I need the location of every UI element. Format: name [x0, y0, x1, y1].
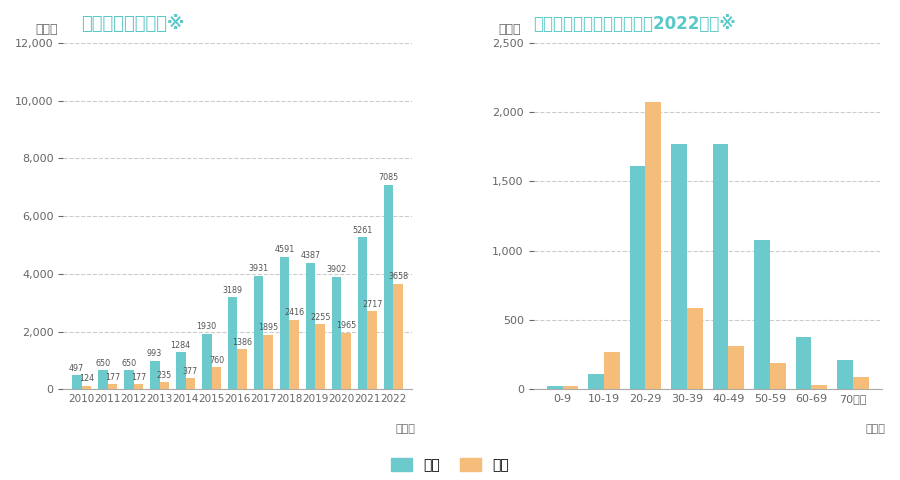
Bar — [306, 263, 316, 389]
Bar — [212, 367, 221, 389]
Bar — [316, 324, 325, 389]
Text: 1284: 1284 — [170, 341, 191, 350]
Bar — [383, 185, 393, 389]
Bar — [645, 102, 662, 389]
Bar — [82, 385, 92, 389]
Bar — [728, 346, 744, 389]
Text: 760: 760 — [209, 356, 224, 365]
Text: 177: 177 — [104, 373, 120, 382]
Text: 1930: 1930 — [196, 322, 217, 331]
Bar — [671, 144, 687, 389]
Bar — [98, 371, 107, 389]
Bar — [280, 257, 290, 389]
Text: 3189: 3189 — [222, 286, 243, 295]
Text: （年）: （年） — [395, 424, 415, 434]
Text: （件）: （件） — [35, 23, 58, 36]
Text: 1965: 1965 — [337, 321, 356, 330]
Text: 年代別にみた梅毒報告数（2022年）※: 年代別にみた梅毒報告数（2022年）※ — [534, 15, 736, 33]
Bar — [589, 374, 604, 389]
Text: 235: 235 — [157, 371, 172, 380]
Bar — [159, 383, 169, 389]
Text: 7085: 7085 — [378, 173, 399, 182]
Text: （歳）: （歳） — [866, 424, 886, 434]
Bar — [264, 335, 274, 389]
Bar — [238, 349, 248, 389]
Bar — [72, 375, 82, 389]
Text: 993: 993 — [147, 349, 162, 358]
Text: 177: 177 — [130, 373, 146, 382]
Bar — [331, 276, 341, 389]
Text: 1386: 1386 — [232, 338, 252, 347]
Bar — [367, 311, 377, 389]
Bar — [837, 360, 853, 389]
Bar — [393, 284, 403, 389]
Text: 377: 377 — [183, 367, 198, 376]
Text: 497: 497 — [69, 363, 85, 372]
Text: 1895: 1895 — [258, 323, 278, 332]
Text: 3658: 3658 — [388, 272, 409, 281]
Bar — [149, 360, 159, 389]
Text: 2255: 2255 — [310, 313, 330, 322]
Bar — [123, 371, 133, 389]
Text: 5261: 5261 — [353, 226, 373, 235]
Bar — [357, 238, 367, 389]
Bar — [228, 297, 238, 389]
Bar — [811, 385, 827, 389]
Text: 3931: 3931 — [248, 264, 268, 274]
Bar — [107, 384, 117, 389]
Text: 4591: 4591 — [274, 245, 294, 254]
Text: 4387: 4387 — [301, 252, 320, 260]
Bar — [202, 334, 211, 389]
Bar — [796, 336, 811, 389]
Text: 124: 124 — [79, 374, 94, 384]
Bar — [630, 166, 645, 389]
Bar — [713, 144, 728, 389]
Text: 2416: 2416 — [284, 308, 304, 317]
Text: 650: 650 — [121, 359, 136, 368]
Bar — [604, 352, 620, 389]
Bar — [185, 378, 195, 389]
Bar — [176, 352, 185, 389]
Bar — [562, 386, 579, 389]
Bar — [290, 320, 300, 389]
Bar — [133, 384, 143, 389]
Text: 2717: 2717 — [362, 300, 382, 309]
Legend: 男性, 女性: 男性, 女性 — [385, 453, 515, 478]
Text: （件）: （件） — [499, 23, 521, 36]
Bar — [547, 386, 562, 389]
Text: 梅毒報告数の推移※: 梅毒報告数の推移※ — [81, 15, 184, 33]
Bar — [341, 333, 351, 389]
Text: 650: 650 — [95, 359, 110, 368]
Bar — [770, 363, 786, 389]
Bar — [254, 276, 264, 389]
Text: 3902: 3902 — [327, 265, 346, 274]
Bar — [754, 240, 770, 389]
Bar — [687, 308, 703, 389]
Bar — [853, 377, 868, 389]
